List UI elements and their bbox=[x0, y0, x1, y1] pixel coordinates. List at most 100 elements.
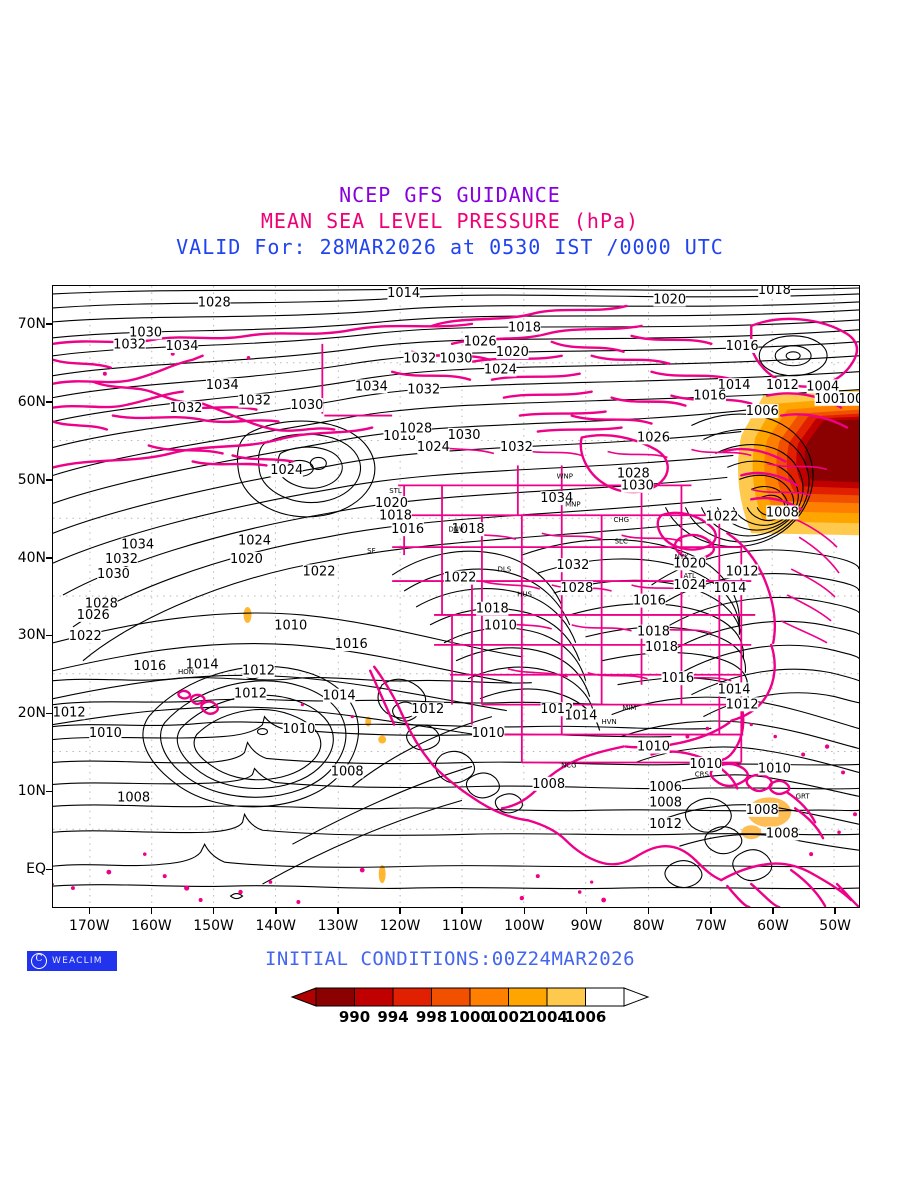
city-label: NYK bbox=[675, 553, 689, 561]
contour-value-label: 1008 bbox=[766, 826, 799, 841]
contour-value-label: 1012 bbox=[411, 702, 444, 717]
lon-tick-label: 150W bbox=[193, 918, 234, 934]
colorbar-tick-label: 1002 bbox=[487, 1008, 530, 1026]
contour-value-label: 1024 bbox=[484, 363, 517, 378]
lon-tick bbox=[523, 908, 526, 914]
contour-value-label: 1018 bbox=[508, 320, 541, 335]
city-label: MNP bbox=[565, 500, 580, 508]
contour-value-label: 1030 bbox=[129, 325, 162, 340]
island-specks bbox=[53, 351, 858, 905]
lat-tick bbox=[46, 790, 52, 793]
colorbar-segment bbox=[508, 987, 548, 1007]
contour-value-label: 1024 bbox=[238, 533, 271, 548]
lon-tick bbox=[772, 908, 774, 914]
lon-tick bbox=[212, 908, 215, 914]
contour-value-label: 1028 bbox=[617, 466, 650, 481]
contour-value-label: 1030 bbox=[440, 351, 473, 366]
contour-value-label: 1018 bbox=[645, 640, 678, 655]
contour-value-label: 1032 bbox=[169, 401, 202, 416]
contour-value-label: 1034 bbox=[540, 491, 573, 506]
contour-value-label: 1016 bbox=[726, 339, 759, 354]
city-label: NCG bbox=[561, 761, 576, 769]
contour-value-label: 1032 bbox=[407, 382, 440, 397]
city-label: DLS bbox=[498, 566, 512, 574]
contour-value-label: 1018 bbox=[452, 522, 485, 537]
city-label: SF bbox=[367, 547, 375, 555]
contour-value-label: 1012 bbox=[242, 664, 275, 679]
contour-value-label: 1030 bbox=[97, 567, 130, 582]
contour-value-label: 1028 bbox=[560, 581, 593, 596]
lon-tick bbox=[461, 908, 463, 914]
lon-tick-label: 70W bbox=[694, 918, 727, 934]
lat-tick-label: 50N bbox=[17, 471, 46, 488]
city-label: STL bbox=[389, 487, 402, 495]
contour-value-label: 1012 bbox=[766, 378, 799, 393]
map-plot-area[interactable]: 1028 1014 1018 1020 1030 1032 1034 1018 1026 1020… bbox=[52, 285, 860, 908]
weaclim-logo[interactable]: C WEACLIM bbox=[27, 951, 117, 971]
contour-value-label: 1012 bbox=[726, 697, 759, 712]
lat-tick-label: 40N bbox=[17, 549, 46, 566]
contour-value-label: 1010 bbox=[282, 722, 315, 737]
colorbar-segment bbox=[469, 987, 509, 1007]
colorbar-segment bbox=[392, 987, 432, 1007]
contour-value-label: 1020 bbox=[230, 552, 263, 567]
city-label: HUS bbox=[517, 591, 532, 599]
contour-value-label: 1028 bbox=[198, 296, 231, 311]
contour-value-label: 1014 bbox=[323, 689, 356, 704]
contour-value-label: 1008 bbox=[649, 795, 682, 810]
lat-tick bbox=[46, 479, 52, 481]
contour-value-label: 1034 bbox=[355, 379, 388, 394]
contour-value-label: 1012 bbox=[234, 687, 267, 702]
colorbar-tick-labels: 990 994 998 1000 1002 1004 1006 bbox=[290, 1008, 650, 1030]
contour-value-label: 1000 bbox=[838, 392, 859, 407]
contour-value-label: 1006 bbox=[649, 780, 682, 795]
city-label: SLC bbox=[615, 538, 628, 546]
contour-value-label: 1022 bbox=[69, 629, 102, 644]
lon-tick bbox=[275, 908, 277, 914]
contour-value-label: 1004 bbox=[806, 379, 839, 394]
lat-tick-label: 30N bbox=[17, 627, 46, 644]
colorbar-tick-label: 990 bbox=[338, 1008, 371, 1026]
lon-tick bbox=[337, 908, 339, 914]
filled-pressure-bands bbox=[243, 389, 859, 884]
lon-tick bbox=[585, 908, 588, 914]
city-label: MIM bbox=[622, 704, 636, 712]
copyright-icon: C bbox=[31, 953, 47, 969]
contour-value-label: 1032 bbox=[403, 351, 436, 366]
contour-value-label: 1018 bbox=[637, 625, 670, 640]
lat-tick-label: 70N bbox=[17, 315, 46, 332]
colorbar-segment bbox=[546, 987, 586, 1007]
colorbar-tick-label: 1000 bbox=[449, 1008, 491, 1026]
colorbar-tick-label: 994 bbox=[377, 1008, 409, 1026]
lon-tick-label: 110W bbox=[441, 918, 483, 934]
lat-tick bbox=[46, 323, 52, 325]
colorbar-right-arrow bbox=[623, 987, 650, 1007]
contour-value-label: 1034 bbox=[165, 339, 198, 354]
contour-value-label: 1016 bbox=[335, 637, 368, 652]
lat-tick-label: 10N bbox=[17, 783, 46, 800]
city-label: CRS bbox=[695, 771, 710, 779]
contour-value-label: 1014 bbox=[714, 581, 747, 596]
city-name-labels: HON STL WNP MNP CHG SLC DNV DLS HUS ATL MIM HVN NCG C… bbox=[178, 473, 810, 801]
lon-tick-label: 120W bbox=[379, 918, 421, 934]
contour-value-label: 1012 bbox=[726, 564, 759, 579]
contour-value-label: 1024 bbox=[417, 440, 450, 455]
colorbar: 990 994 998 1000 1002 1004 1006 bbox=[290, 986, 650, 1032]
contour-value-label: 1010 bbox=[274, 618, 307, 633]
colorbar-tick-label: 998 bbox=[415, 1008, 448, 1026]
contour-value-label: 1022 bbox=[302, 564, 335, 579]
contour-value-label: 1030 bbox=[621, 479, 654, 494]
lat-tick bbox=[46, 557, 52, 559]
contour-value-label: 1014 bbox=[564, 708, 597, 723]
city-label: CHG bbox=[613, 516, 629, 524]
lon-tick-label: 130W bbox=[317, 918, 359, 934]
initial-conditions-label: INITIAL CONDITIONS:00Z24MAR2026 bbox=[264, 948, 636, 970]
contour-value-label: 1014 bbox=[186, 658, 219, 673]
colorbar-segment bbox=[315, 987, 355, 1007]
contour-value-label: 1032 bbox=[238, 394, 271, 409]
contour-value-label: 1010 bbox=[689, 757, 722, 772]
contour-value-label: 1032 bbox=[500, 440, 533, 455]
lon-tick-label: 100W bbox=[504, 918, 545, 934]
